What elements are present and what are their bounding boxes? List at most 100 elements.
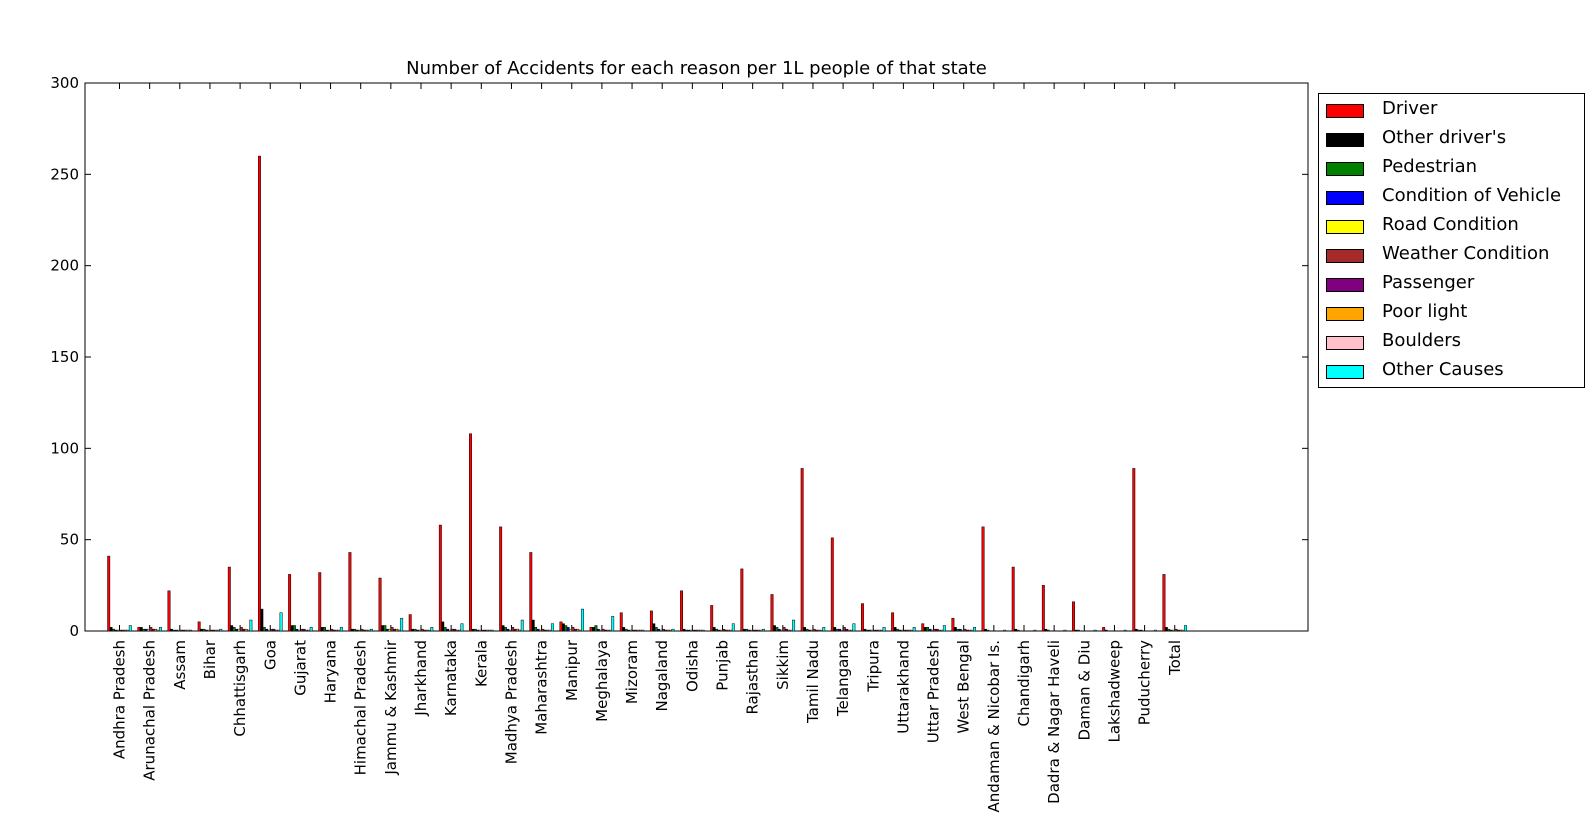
bar-weather-condition — [239, 627, 243, 632]
bar-pedestrian — [1076, 629, 1080, 632]
bar-pedestrian — [504, 627, 507, 632]
bar-boulders — [639, 629, 642, 632]
bar-passenger — [423, 629, 427, 632]
x-tick-label: Chandigarh — [1015, 640, 1033, 727]
bar-condition-of-vehicle — [325, 629, 329, 632]
bar-poor-light — [727, 629, 730, 632]
y-tick-label: 250 — [50, 165, 79, 183]
bar-condition-of-vehicle — [1139, 629, 1143, 632]
x-tick-label: Rajasthan — [744, 640, 762, 715]
bar-passenger — [332, 629, 336, 632]
bar-condition-of-vehicle — [295, 628, 299, 632]
legend-swatch — [1326, 365, 1364, 379]
bar-passenger — [784, 628, 788, 632]
bar-other-driver-s — [260, 608, 264, 632]
bar-other-driver-s — [169, 628, 173, 632]
legend-swatch — [1326, 191, 1364, 205]
bar-pedestrian — [202, 628, 206, 632]
bar-boulders — [427, 629, 431, 632]
bar-condition-of-vehicle — [958, 628, 962, 632]
legend-label: Road Condition — [1382, 214, 1519, 235]
bar-pedestrian — [805, 628, 809, 632]
bar-other-causes — [822, 627, 826, 632]
bar-condition-of-vehicle — [596, 628, 600, 632]
bar-road-condition — [629, 629, 633, 632]
x-tick-label: Tripura — [864, 640, 882, 693]
bar-driver — [861, 603, 864, 632]
bar-pedestrian — [172, 629, 176, 632]
bar-pedestrian — [564, 625, 568, 632]
bar-driver — [1132, 468, 1136, 632]
bar-passenger — [875, 629, 879, 632]
bar-other-driver-s — [803, 627, 806, 632]
bar-other-causes — [490, 629, 494, 632]
bar-other-causes — [189, 629, 193, 632]
bar-road-condition — [599, 629, 603, 632]
bar-pedestrian — [383, 625, 387, 632]
bar-condition-of-vehicle — [536, 628, 540, 632]
x-tick-label: Himachal Pradesh — [352, 640, 370, 775]
legend-label: Weather Condition — [1382, 243, 1550, 264]
bar-weather-condition — [1174, 628, 1178, 632]
bar-passenger — [151, 628, 155, 632]
bar-road-condition — [689, 629, 693, 632]
bar-road-condition — [930, 629, 934, 632]
bar-other-causes — [973, 627, 976, 632]
bar-boulders — [337, 629, 341, 632]
bar-weather-condition — [933, 628, 937, 632]
bar-weather-condition — [963, 628, 967, 632]
bar-road-condition — [207, 629, 211, 632]
bar-boulders — [397, 629, 401, 632]
x-tick-label: Andaman & Nicobar Is. — [985, 640, 1003, 813]
bar-poor-light — [938, 629, 941, 632]
bar-poor-light — [214, 629, 218, 632]
bar-road-condition — [448, 629, 452, 632]
bar-driver — [951, 617, 955, 632]
bar-driver — [981, 526, 985, 632]
x-tick-label: Manipur — [563, 639, 581, 701]
bar-driver — [438, 524, 442, 632]
bar-pedestrian — [112, 628, 115, 632]
bar-boulders — [669, 629, 673, 632]
bar-weather-condition — [812, 628, 816, 632]
bar-weather-condition — [661, 628, 665, 632]
bar-other-causes — [309, 627, 313, 632]
bar-poor-light — [365, 629, 369, 632]
bar-condition-of-vehicle — [144, 628, 148, 632]
bar-other-driver-s — [471, 628, 475, 632]
bar-other-driver-s — [622, 627, 626, 632]
bar-passenger — [393, 628, 396, 632]
bar-poor-light — [516, 628, 519, 632]
bar-pedestrian — [895, 628, 899, 632]
bar-pedestrian — [1046, 629, 1050, 632]
bar-condition-of-vehicle — [204, 629, 208, 632]
legend-swatch — [1326, 220, 1364, 234]
bar-poor-light — [817, 629, 821, 632]
x-tick-label: Odisha — [683, 640, 701, 692]
chart-title: Number of Accidents for each reason per … — [406, 58, 987, 79]
bar-road-condition — [237, 628, 241, 632]
bar-pedestrian — [473, 628, 477, 632]
x-tick-label: Sikkim — [774, 640, 792, 690]
bar-other-causes — [430, 627, 434, 632]
bar-passenger — [573, 628, 577, 632]
bar-other-driver-s — [1044, 628, 1048, 632]
bar-condition-of-vehicle — [235, 628, 238, 632]
bar-pedestrian — [986, 629, 990, 632]
bar-condition-of-vehicle — [747, 629, 751, 632]
bar-passenger — [181, 629, 185, 632]
bar-pedestrian — [1167, 628, 1171, 632]
bar-boulders — [156, 629, 160, 632]
bar-pedestrian — [413, 628, 417, 632]
bar-passenger — [845, 628, 849, 632]
bar-pedestrian — [684, 629, 688, 632]
bar-boulders — [126, 629, 130, 632]
bar-passenger — [935, 628, 939, 632]
bar-other-causes — [701, 629, 705, 632]
bar-weather-condition — [631, 629, 635, 632]
bar-driver — [710, 605, 714, 632]
bar-other-driver-s — [139, 627, 143, 632]
bar-other-causes — [249, 619, 253, 632]
bar-poor-light — [847, 629, 851, 632]
bar-pedestrian — [292, 625, 296, 632]
